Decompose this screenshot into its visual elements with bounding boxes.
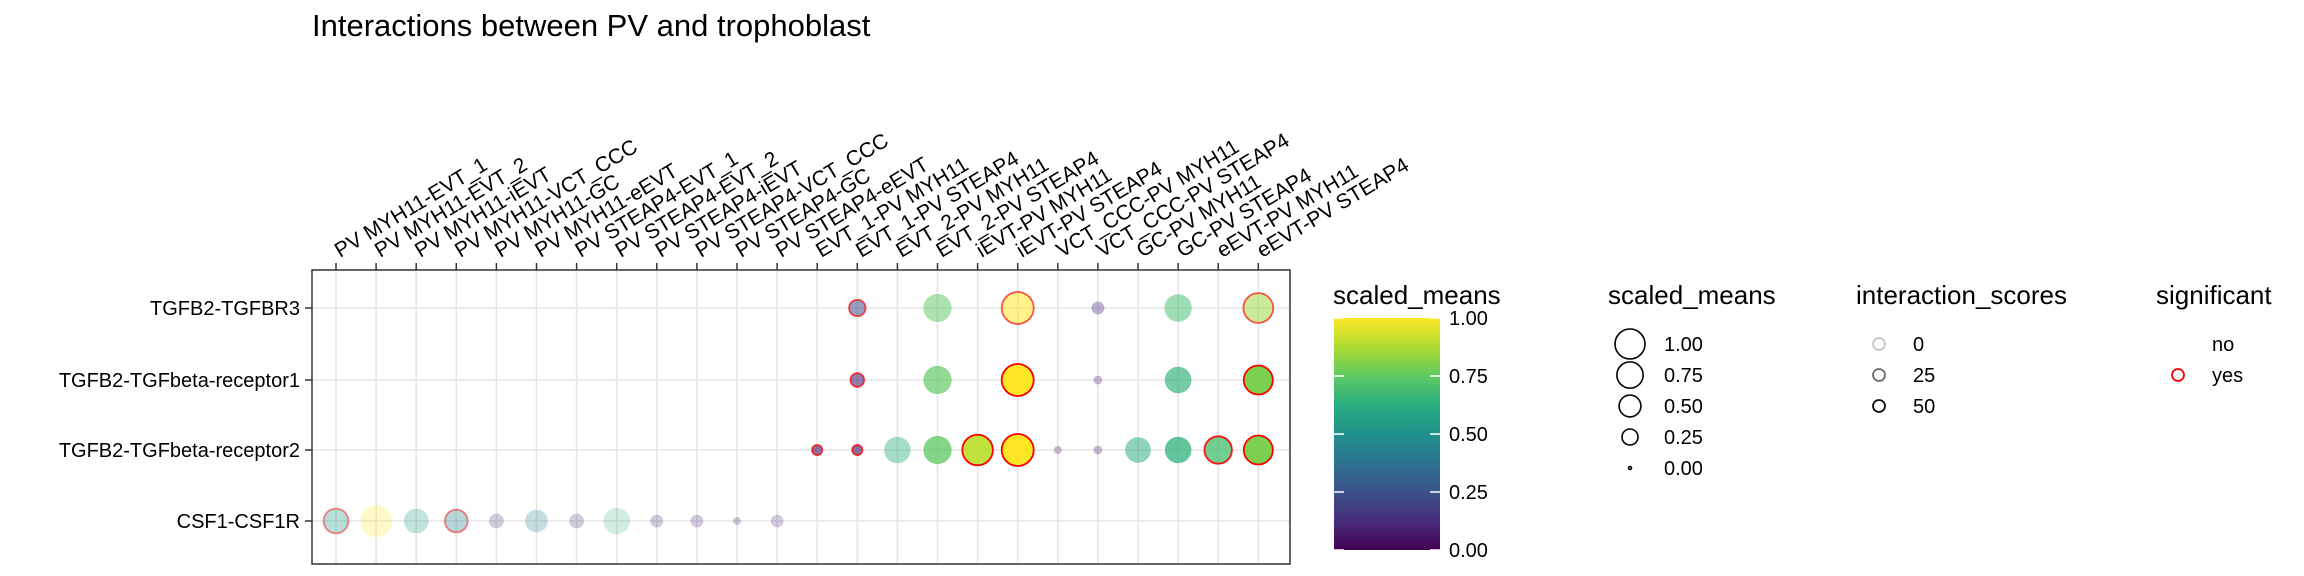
chart-title: Interactions between PV and trophoblast [312, 8, 871, 43]
points-layer [322, 291, 1275, 537]
plot-grid [312, 270, 1290, 564]
data-point [1091, 301, 1105, 315]
size-legend-label: 0.00 [1664, 458, 1703, 480]
plot-panel-border [311, 269, 1291, 565]
data-point [569, 513, 585, 529]
y-axis: TGFB2-TGFBR3 TGFB2-TGFbeta-receptor1 TGFB2… [59, 298, 312, 533]
colorbar-tick-label: 0.50 [1449, 424, 1488, 446]
size-legend: scaled_means 1.00 0.75 0.50 0.25 0.00 [1608, 280, 1776, 480]
data-point [1164, 294, 1192, 322]
data-point [1164, 436, 1192, 464]
data-point [848, 298, 867, 318]
data-point [923, 365, 952, 395]
data-point [690, 514, 704, 528]
interaction-score-legend-key [1872, 368, 1886, 382]
size-legend-key [1614, 328, 1646, 360]
colorbar-tick-label: 0.25 [1449, 482, 1488, 504]
data-point [603, 507, 630, 535]
interaction-scores-legend-title: interaction_scores [1856, 280, 2067, 310]
y-tick-label: TGFB2-TGFbeta-receptor1 [59, 370, 300, 392]
data-point [1164, 366, 1192, 394]
size-legend-label: 1.00 [1664, 334, 1703, 356]
data-point [1000, 433, 1035, 467]
interaction-score-legend-label: 0 [1913, 334, 1924, 356]
significant-legend-label: no [2212, 334, 2234, 356]
size-legend-key [1618, 394, 1642, 418]
interaction-score-legend-key [1872, 399, 1886, 413]
data-point [1093, 375, 1103, 385]
data-point [1242, 364, 1274, 396]
size-legend-key [1627, 465, 1633, 471]
interaction-scores-legend: interaction_scores 0 25 50 [1856, 280, 2067, 418]
data-point [1053, 446, 1062, 454]
y-tick-label: CSF1-CSF1R [177, 511, 300, 533]
interaction-score-legend-label: 25 [1913, 365, 1935, 387]
interaction-score-legend-key [1872, 337, 1886, 351]
data-point [811, 443, 824, 457]
data-point [770, 514, 784, 528]
size-legend-label: 0.50 [1664, 396, 1703, 418]
data-point [961, 433, 994, 467]
data-point [884, 436, 911, 464]
data-point [525, 509, 548, 533]
colorbar-tick-label: 0.00 [1449, 540, 1488, 562]
significant-legend: significant no yes [2156, 280, 2272, 387]
y-tick-label: TGFB2-TGFbeta-receptor2 [59, 440, 300, 462]
size-legend-key [1616, 361, 1644, 389]
data-point [923, 435, 952, 465]
size-legend-label: 0.25 [1664, 427, 1703, 449]
color-legend-title: scaled_means [1333, 280, 1501, 310]
x-axis: PV MYH11-EVT_1PV MYH11-EVT_2PV MYH11-iEV… [331, 129, 1413, 270]
colorbar [1334, 318, 1440, 550]
data-point [1093, 445, 1103, 455]
size-legend-title: scaled_means [1608, 280, 1776, 310]
size-legend-label: 0.75 [1664, 365, 1703, 387]
colorbar-tick-label: 0.75 [1449, 366, 1488, 388]
data-point [360, 505, 393, 537]
significant-legend-title: significant [2156, 280, 2272, 310]
data-point [1242, 434, 1274, 466]
color-legend: scaled_means 0.00 0.25 0.50 0.75 1.00 [1333, 280, 1501, 562]
data-point [733, 517, 741, 525]
interaction-score-legend-label: 50 [1913, 396, 1935, 418]
data-point [923, 293, 952, 323]
y-tick-label: TGFB2-TGFBR3 [150, 298, 300, 320]
size-legend-key [1621, 428, 1639, 446]
data-point [1000, 291, 1035, 325]
data-point [851, 443, 864, 457]
significant-legend-key [2171, 368, 2185, 382]
colorbar-tick-label: 1.00 [1449, 308, 1488, 330]
significant-legend-key [2171, 337, 2185, 351]
significant-legend-label: yes [2212, 365, 2243, 387]
data-point [488, 513, 504, 529]
data-point [1242, 292, 1275, 324]
data-point [1203, 435, 1233, 465]
data-point [1125, 437, 1151, 463]
data-point [403, 508, 429, 534]
colorbar-ticks: 0.00 0.25 0.50 0.75 1.00 [1334, 308, 1488, 562]
data-point [444, 508, 469, 534]
data-point [849, 372, 866, 388]
data-point [322, 507, 350, 535]
data-point [650, 514, 664, 528]
data-point [1000, 363, 1035, 397]
